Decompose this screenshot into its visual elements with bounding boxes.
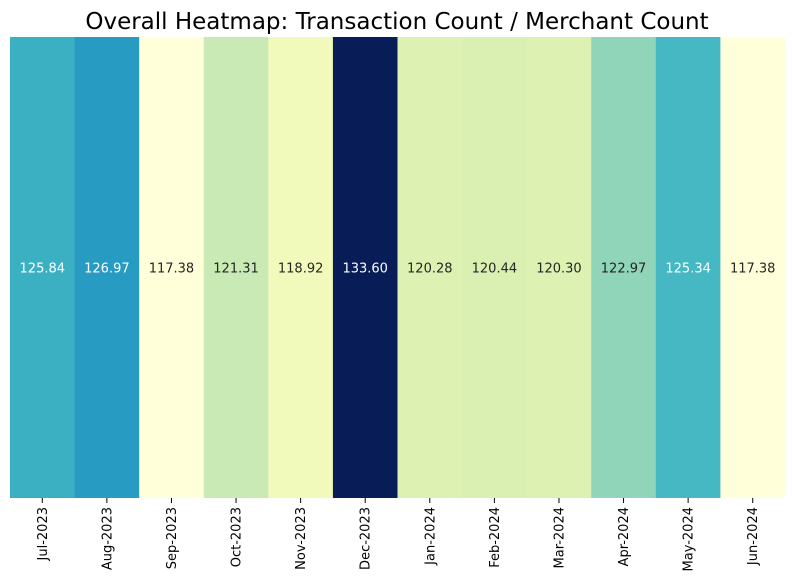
x-tick-label: Nov-2023 [294, 507, 309, 570]
heatmap-cell [74, 37, 140, 498]
x-tick-label: Dec-2023 [359, 507, 374, 570]
x-tick-label: Sep-2023 [165, 507, 180, 569]
cell-value-label: 122.97 [601, 262, 647, 277]
x-tick-label: Feb-2024 [488, 507, 503, 568]
heatmap-cell [655, 37, 722, 498]
cell-value-label: 125.84 [20, 262, 66, 277]
x-tick-label: Jul-2023 [36, 507, 51, 561]
x-tick-label: Aug-2023 [100, 507, 115, 570]
heatmap-cell [10, 37, 76, 498]
cell-value-label: 118.92 [278, 262, 324, 277]
x-tick-label: May-2024 [682, 507, 697, 571]
heatmap-cell [203, 37, 269, 498]
heatmap-cell [526, 37, 592, 498]
heatmap-cell [591, 37, 657, 498]
chart-title: Overall Heatmap: Transaction Count / Mer… [85, 9, 708, 35]
cell-value-label: 133.60 [342, 262, 388, 277]
heatmap-cells [10, 37, 786, 498]
heatmap-cell [268, 37, 334, 498]
cell-value-label: 117.38 [149, 262, 195, 277]
heatmap-cell [139, 37, 205, 498]
x-tick-label: Mar-2024 [552, 507, 567, 568]
heatmap-cell [720, 37, 786, 498]
x-axis: Jul-2023 Aug-2023 Sep-2023 Oct-2023 Nov-2023… [36, 498, 761, 571]
cell-value-label: 125.34 [665, 262, 711, 277]
cell-value-label: 120.44 [472, 262, 518, 277]
cell-value-label: 126.97 [84, 262, 130, 277]
x-tick-label: Jun-2024 [746, 507, 761, 566]
x-tick-label: Oct-2023 [230, 507, 245, 567]
cell-value-label: 120.28 [407, 262, 453, 277]
cell-value-label: 117.38 [730, 262, 776, 277]
heatmap-cell [462, 37, 528, 498]
x-tick-label: Jan-2024 [423, 507, 438, 566]
cell-value-labels: 125.84 126.97 117.38 121.31 118.92 133.60 120.… [20, 262, 776, 277]
heatmap-cell [397, 37, 463, 498]
cell-value-label: 121.31 [213, 262, 259, 277]
x-tick-label: Apr-2024 [617, 507, 632, 566]
heatmap-cell [332, 37, 399, 498]
cell-value-label: 120.30 [536, 262, 582, 277]
